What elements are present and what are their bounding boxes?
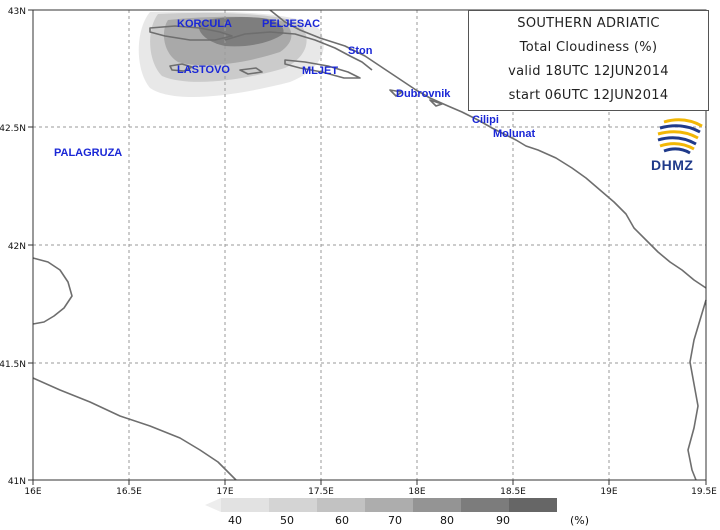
lon-label-16.5e: 16.5E [116,487,142,497]
axis-ticks [28,9,707,485]
place-label-ston: Ston [348,45,373,57]
italy-coast-south [32,377,237,481]
legend-colorbar [205,498,557,512]
montenegro-coast [687,299,707,481]
valid-time: valid 18UTC 12JUN2014 [508,64,669,79]
legend-swatch-highest [509,498,557,512]
place-label-mljet: MLJET [302,65,338,77]
legend-label-90: 90 [496,514,510,527]
legend-label-40: 40 [228,514,242,527]
legend-unit: (%) [570,514,590,527]
variable-title: Total Cloudiness (%) [519,40,658,55]
legend-swatch-50 [269,498,317,512]
lon-label-17.5e: 17.5E [308,487,334,497]
graticule [33,10,706,480]
start-time: start 06UTC 12JUN2014 [508,88,669,103]
lat-label-43n: 43N [8,7,26,17]
place-label-dubrovnik: Dubrovnik [396,88,451,100]
legend-label-70: 70 [388,514,402,527]
place-label-molunat: Molunat [493,128,535,140]
logo-text: DHMZ [651,157,694,173]
place-label-korcula: KORCULA [177,18,232,30]
legend-swatch-60 [317,498,365,512]
legend-swatch-40 [221,498,269,512]
place-label-lastovo: LASTOVO [177,64,230,76]
coastlines [32,9,707,481]
place-label-cilipi: Cilipi [472,114,499,126]
lon-label-19.5e: 19.5E [691,487,717,497]
croatia-coast [269,9,707,289]
lat-label-41.5n: 41.5N [0,360,26,370]
italy-coast-north [32,257,73,325]
lastovo-island [169,63,193,72]
legend-swatch-80 [413,498,461,512]
small-islands [239,67,443,107]
legend-swatch-90 [461,498,509,512]
lon-label-17e: 17E [216,487,233,497]
lon-label-16e: 16E [24,487,41,497]
info-box: SOUTHERN ADRIATIC Total Cloudiness (%) v… [468,10,709,111]
place-label-palagruza: PALAGRUZA [54,147,122,159]
korcula-island [149,25,233,41]
dhmz-swirl-logo-icon [657,118,703,155]
lat-label-41n: 41N [8,477,26,487]
mljet-island [284,59,361,79]
region-title: SOUTHERN ADRIATIC [517,16,660,31]
legend-swatch-lowest [205,498,221,512]
legend: 40 50 60 70 80 90 (%) [0,492,720,530]
legend-swatch-70 [365,498,413,512]
lat-label-42.5n: 42.5N [0,124,26,134]
peljesac-peninsula [224,31,373,71]
lon-label-19e: 19E [600,487,617,497]
lon-label-18e: 18E [408,487,425,497]
legend-label-60: 60 [335,514,349,527]
lon-label-18.5e: 18.5E [500,487,526,497]
legend-label-50: 50 [280,514,294,527]
lat-label-42n: 42N [8,242,26,252]
legend-label-80: 80 [440,514,454,527]
place-label-peljesac: PELJESAC [262,18,320,30]
